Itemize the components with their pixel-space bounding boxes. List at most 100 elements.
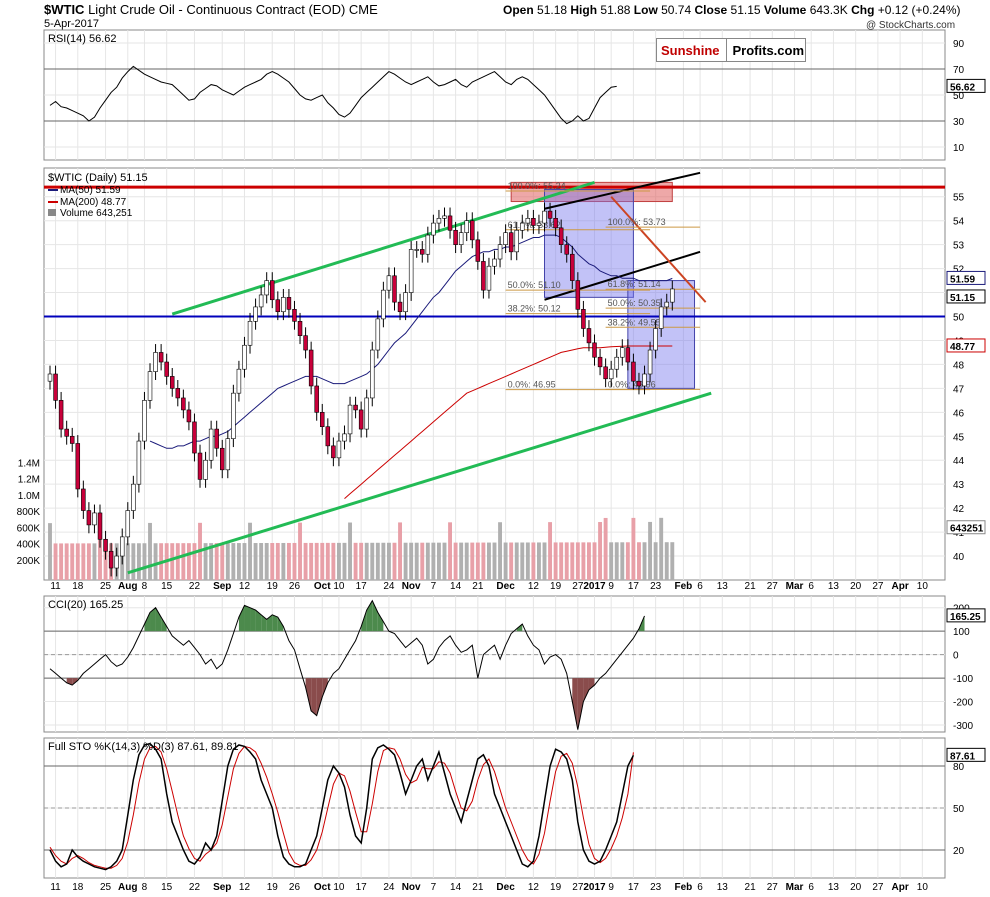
candle-body <box>97 512 103 540</box>
volume-bar <box>253 543 258 580</box>
candle-body <box>197 452 203 480</box>
candle-body <box>236 368 242 394</box>
volume-bar <box>492 542 497 580</box>
x-tick-label-top: 26 <box>289 581 301 592</box>
volume-bar <box>614 542 619 580</box>
x-tick-label-bottom: 6 <box>808 882 814 893</box>
candle-body <box>436 218 442 224</box>
x-tick-label-top: 11 <box>50 581 61 592</box>
sto-y-tick: 80 <box>953 762 965 773</box>
candle-body <box>247 321 253 346</box>
candle-body <box>386 275 392 291</box>
logo-part-1: Sunshine <box>657 39 727 61</box>
channel-upper-line <box>171 180 595 316</box>
x-tick-label-top: 18 <box>72 581 84 592</box>
cci-overbought-fill <box>250 607 256 632</box>
price-y-tick: 47 <box>953 384 965 395</box>
x-tick-label-bottom: 2017 <box>583 882 606 893</box>
volume-bar <box>542 542 547 580</box>
x-tick-label-top: 13 <box>828 581 840 592</box>
candle-body <box>225 438 231 471</box>
candle-body <box>581 309 586 329</box>
ma50-legend: MA(50) 51.59 <box>60 185 121 196</box>
cci-last-value: 165.25 <box>950 612 981 623</box>
x-tick-label-top: Mar <box>786 581 804 592</box>
cci-oversold-fill <box>583 678 589 702</box>
candle-body <box>258 294 264 308</box>
candle-body <box>631 361 636 382</box>
x-tick-label-bottom: 18 <box>72 882 84 893</box>
candle-body <box>131 483 136 511</box>
candle-body <box>86 510 92 526</box>
volume-bar <box>53 543 58 580</box>
candle-body <box>458 232 464 245</box>
candle-body <box>625 347 631 363</box>
volume-bar <box>125 543 130 580</box>
candle-body <box>175 388 181 399</box>
x-tick-label-top: 8 <box>142 581 148 592</box>
x-tick-label-top: 27 <box>872 581 884 592</box>
volume-bar <box>142 543 147 580</box>
cci-overbought-fill <box>238 605 245 632</box>
cci-y-tick: 0 <box>953 651 959 662</box>
x-tick-label-bottom: 14 <box>450 882 462 893</box>
x-tick-label-bottom: 12 <box>239 882 251 893</box>
candle-body <box>636 380 642 387</box>
volume-legend-swatch <box>48 209 56 216</box>
volume-bar <box>314 542 319 580</box>
volume-bar <box>386 542 391 580</box>
cci-oversold-fill <box>66 678 73 686</box>
volume-y-tick: 1.2M <box>18 475 40 486</box>
candle-body <box>603 366 608 380</box>
candle-body <box>125 510 131 538</box>
candle-body <box>408 249 414 293</box>
candle-body <box>392 275 397 303</box>
candle-body <box>442 215 447 219</box>
x-tick-label-bottom: 7 <box>431 882 437 893</box>
x-tick-label-top: 25 <box>100 581 112 592</box>
candle-body <box>520 222 525 231</box>
rsi-line <box>49 65 617 125</box>
cci-y-tick: 100 <box>953 627 970 638</box>
close-label: Close <box>694 3 728 17</box>
x-tick-label-top: 12 <box>528 581 540 592</box>
x-tick-label-bottom: 6 <box>697 882 703 893</box>
cci-overbought-fill <box>255 610 262 632</box>
price-y-tick: 46 <box>953 408 965 419</box>
candle-body <box>103 538 108 552</box>
candle-body <box>664 301 669 308</box>
volume-bar <box>587 542 591 580</box>
fib-label-right: 38.2%: 49.55 <box>608 317 661 327</box>
x-tick-label-bottom: 15 <box>161 882 173 893</box>
volume-bar <box>375 542 380 580</box>
volume-bar <box>564 542 569 580</box>
volume-bar <box>631 517 636 580</box>
volume-y-tick: 200K <box>17 556 41 567</box>
x-tick-label-bottom: Feb <box>675 882 693 893</box>
x-tick-label-top: Oct <box>314 581 331 592</box>
candle-body <box>447 215 453 231</box>
x-tick-label-bottom: 27 <box>572 882 584 893</box>
volume-bar <box>520 542 525 580</box>
x-tick-label-top: 23 <box>650 581 662 592</box>
cci-oversold-fill <box>572 678 578 730</box>
x-tick-label-top: 19 <box>267 581 279 592</box>
candle-body <box>342 433 347 442</box>
downtrend-line <box>610 196 707 303</box>
volume-bar <box>559 542 564 580</box>
volume-bar <box>103 543 108 580</box>
candle-body <box>503 232 508 245</box>
volume-bar <box>592 542 597 580</box>
chg-label: Chg <box>851 3 875 17</box>
candle-body <box>397 301 403 313</box>
channel-lower-line <box>127 391 712 575</box>
volume-label: Volume <box>763 3 807 17</box>
price-last-close: 51.15 <box>950 293 975 304</box>
price-y-tick: 53 <box>953 241 965 252</box>
candle-body <box>608 368 614 380</box>
ma50-last-value-box <box>946 270 986 285</box>
volume-bar <box>609 542 614 580</box>
x-tick-label-bottom: 12 <box>528 882 540 893</box>
candle-body <box>219 447 225 471</box>
